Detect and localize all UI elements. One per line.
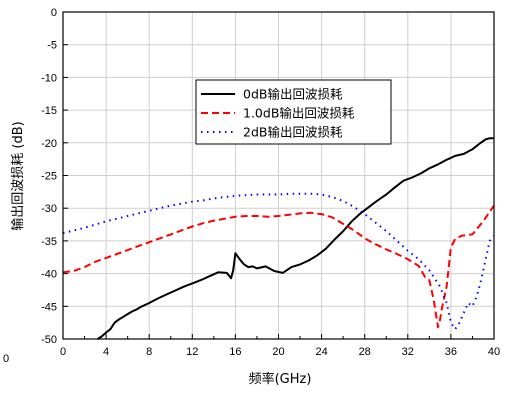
axis-tick-labels: 0 4 8 12 16 20 24 28 32 36 40 0 -5 -10 -15 -20 -25 -30 -35… (41, 7, 500, 358)
x-tick-label: 20 (272, 346, 284, 358)
legend-label-0: 0dB输出回波损耗 (243, 87, 343, 102)
axis-ticks (62, 11, 495, 340)
x-tick-label: 40 (488, 346, 500, 358)
series-line-1 (62, 205, 495, 329)
x-tick-label: 0 (60, 346, 66, 358)
y-tick-label: -50 (41, 334, 57, 346)
x-tick-label: 28 (359, 346, 371, 358)
x-axis-title: 频率(GHz) (249, 371, 312, 387)
y-tick-label: -40 (41, 269, 57, 281)
y-tick-label: 0 (51, 7, 57, 19)
x-tick-label: 24 (315, 346, 327, 358)
y-tick-label: -5 (47, 40, 57, 52)
y-tick-label: -25 (41, 171, 57, 183)
series-layer (62, 137, 495, 340)
legend-label-2: 2dB输出回波损耗 (243, 125, 343, 140)
x-tick-label: 36 (445, 346, 457, 358)
y-tick-label: -10 (41, 72, 57, 84)
legend: 0dB输出回波损耗 1.0dB输出回波损耗 2dB输出回波损耗 (195, 79, 392, 145)
x-tick-label: 32 (402, 346, 414, 358)
y-tick-label: -35 (41, 236, 57, 248)
clipped-left-label: 0 (3, 353, 9, 365)
x-tick-label: 16 (229, 346, 241, 358)
x-tick-label: 8 (146, 346, 152, 358)
legend-label-1: 1.0dB输出回波损耗 (243, 106, 355, 121)
grid-lines (62, 11, 495, 340)
y-tick-label: -45 (41, 301, 57, 313)
y-tick-label: -20 (41, 138, 57, 150)
x-tick-label: 12 (186, 346, 198, 358)
series-line-0 (96, 137, 494, 340)
y-tick-label: -30 (41, 203, 57, 215)
y-axis-title: 输出回波损耗 (dB) (10, 121, 26, 230)
y-tick-label: -15 (41, 105, 57, 117)
x-tick-label: 4 (103, 346, 109, 358)
